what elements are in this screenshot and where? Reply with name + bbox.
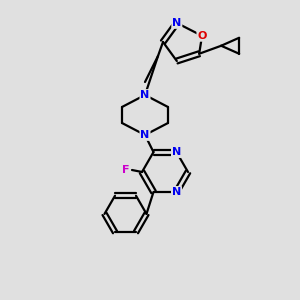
Text: O: O [197, 31, 207, 41]
Text: N: N [172, 147, 181, 157]
Text: N: N [140, 130, 150, 140]
Text: F: F [122, 165, 130, 175]
Text: N: N [172, 18, 182, 28]
Text: N: N [172, 187, 181, 197]
Text: N: N [140, 90, 150, 100]
